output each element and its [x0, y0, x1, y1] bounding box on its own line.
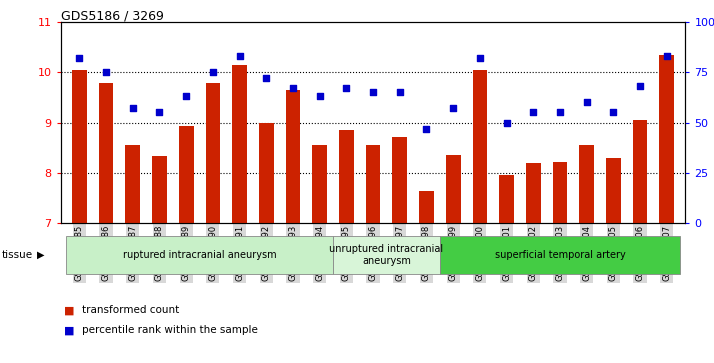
- Text: tissue: tissue: [1, 250, 33, 260]
- Point: [101, 69, 112, 75]
- Point: [287, 85, 298, 91]
- Point: [154, 110, 165, 115]
- Bar: [286, 90, 301, 223]
- Bar: [333, 236, 440, 274]
- Bar: [473, 70, 487, 223]
- Text: transformed count: transformed count: [82, 305, 179, 315]
- Text: ■: ■: [64, 305, 75, 315]
- Text: GDS5186 / 3269: GDS5186 / 3269: [61, 9, 164, 22]
- Bar: [660, 54, 674, 223]
- Point: [501, 119, 512, 125]
- Bar: [553, 162, 568, 223]
- Bar: [440, 236, 680, 274]
- Point: [634, 83, 645, 89]
- Bar: [579, 145, 594, 223]
- Text: ▶: ▶: [37, 250, 45, 260]
- Point: [74, 55, 85, 61]
- Bar: [232, 65, 247, 223]
- Bar: [419, 191, 434, 223]
- Bar: [152, 156, 167, 223]
- Text: percentile rank within the sample: percentile rank within the sample: [82, 325, 258, 335]
- Bar: [499, 175, 514, 223]
- Point: [581, 99, 593, 105]
- Point: [234, 53, 246, 59]
- Point: [314, 93, 326, 99]
- Point: [127, 106, 139, 111]
- Point: [181, 93, 192, 99]
- Bar: [206, 83, 220, 223]
- Text: superficial temporal artery: superficial temporal artery: [495, 250, 625, 260]
- Bar: [178, 126, 193, 223]
- Bar: [66, 236, 333, 274]
- Bar: [259, 122, 273, 223]
- Bar: [633, 120, 648, 223]
- Text: unruptured intracranial
aneurysm: unruptured intracranial aneurysm: [329, 244, 443, 266]
- Point: [608, 110, 619, 115]
- Point: [661, 53, 673, 59]
- Bar: [312, 145, 327, 223]
- Point: [528, 110, 539, 115]
- Bar: [99, 83, 114, 223]
- Text: ■: ■: [64, 325, 75, 335]
- Bar: [339, 130, 353, 223]
- Bar: [606, 158, 620, 223]
- Point: [448, 106, 459, 111]
- Point: [421, 126, 432, 131]
- Bar: [393, 136, 407, 223]
- Point: [367, 89, 378, 95]
- Point: [474, 55, 486, 61]
- Point: [554, 110, 565, 115]
- Bar: [126, 145, 140, 223]
- Text: ruptured intracranial aneurysm: ruptured intracranial aneurysm: [123, 250, 276, 260]
- Bar: [446, 155, 461, 223]
- Point: [261, 75, 272, 81]
- Point: [207, 69, 218, 75]
- Point: [341, 85, 352, 91]
- Bar: [526, 163, 540, 223]
- Bar: [72, 70, 86, 223]
- Point: [394, 89, 406, 95]
- Bar: [366, 145, 381, 223]
